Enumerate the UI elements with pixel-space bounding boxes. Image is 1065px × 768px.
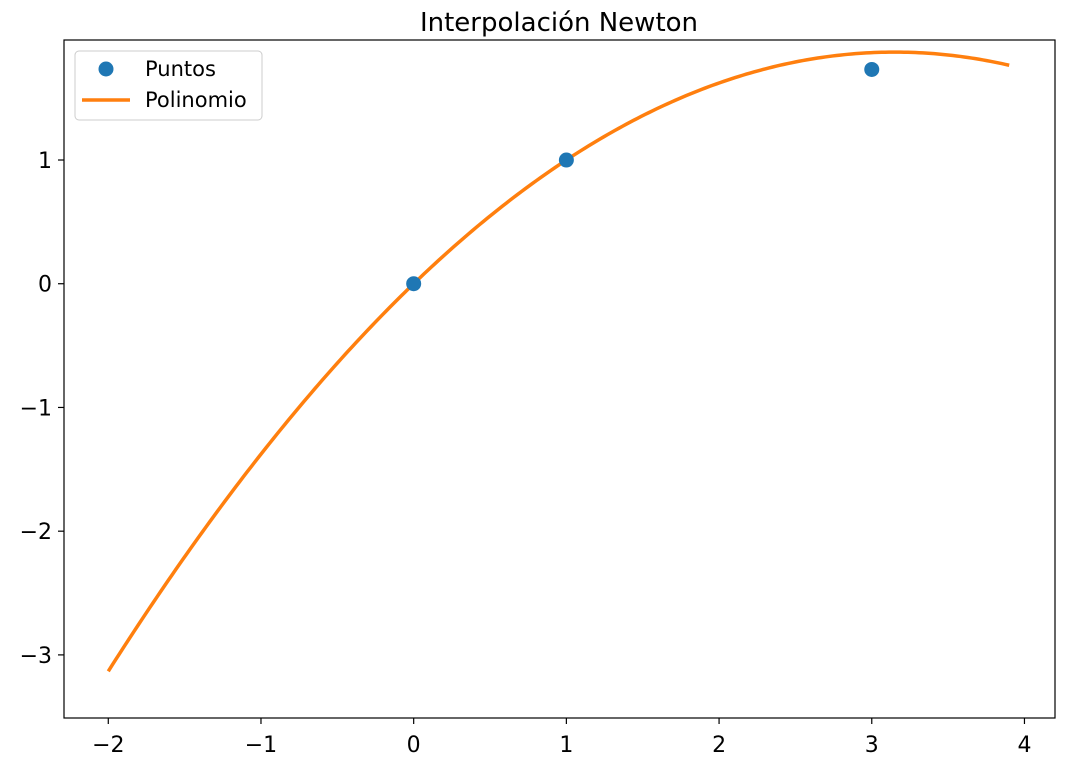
y-tick-label: −1 xyxy=(20,396,52,421)
chart-title: Interpolación Newton xyxy=(420,8,698,38)
axes-frame xyxy=(63,39,1056,719)
x-tick-label: 0 xyxy=(407,733,421,758)
x-tick-label: 1 xyxy=(559,733,573,758)
legend-box xyxy=(74,50,263,121)
x-tick-label: 3 xyxy=(865,733,879,758)
data-point xyxy=(406,276,422,292)
x-tick-label: −2 xyxy=(92,733,124,758)
data-point xyxy=(864,61,880,77)
y-tick-label: 1 xyxy=(38,149,52,174)
series-line-polinomio xyxy=(106,50,1010,673)
plot-area xyxy=(106,50,1010,673)
x-tick-label: 2 xyxy=(712,733,726,758)
x-tick-label: 4 xyxy=(1017,733,1031,758)
x-axis: −2 −1 0 1 2 3 4 xyxy=(92,718,1031,758)
x-tick-label: −1 xyxy=(245,733,277,758)
y-tick-label: −3 xyxy=(20,644,52,669)
y-axis: −3 −2 −1 0 1 xyxy=(20,149,64,669)
legend: Puntos Polinomio xyxy=(74,50,263,121)
y-tick-label: −2 xyxy=(20,520,52,545)
y-tick-label: 0 xyxy=(38,273,52,298)
legend-marker-puntos xyxy=(98,61,114,77)
data-point xyxy=(558,152,574,168)
legend-label: Polinomio xyxy=(145,88,247,112)
legend-label: Puntos xyxy=(145,57,216,81)
